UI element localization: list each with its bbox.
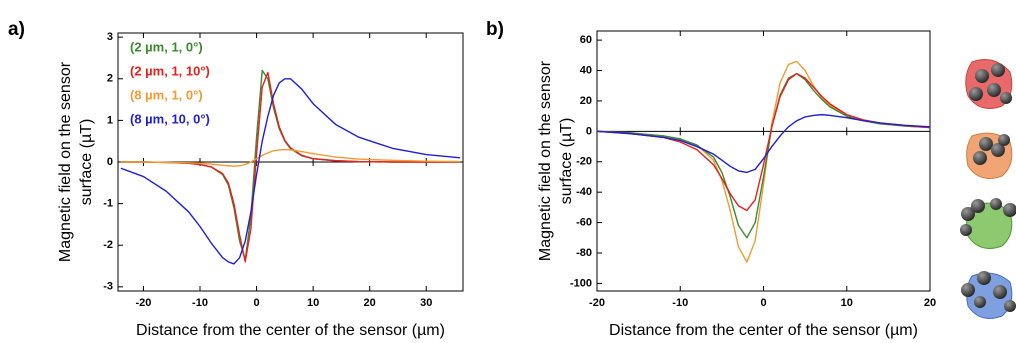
y-tick-label: 20 bbox=[580, 95, 592, 107]
x-axis-label: Distance from the center of the sensor (… bbox=[136, 322, 445, 339]
panel-label: a) bbox=[8, 19, 25, 40]
x-tick-label: -10 bbox=[192, 297, 208, 309]
particle-icons bbox=[960, 59, 1016, 319]
y-tick-label: -1 bbox=[103, 198, 113, 210]
x-tick-label: 0 bbox=[254, 297, 260, 309]
panel-label: b) bbox=[486, 19, 504, 40]
y-tick-label: 0 bbox=[586, 125, 592, 137]
particle-red bbox=[965, 59, 1013, 109]
particle-orange bbox=[966, 132, 1013, 179]
y-axis-label: Magnetic field on the sensor bbox=[57, 61, 74, 262]
x-tick-label: -10 bbox=[672, 297, 688, 309]
y-tick-label: 40 bbox=[580, 64, 592, 76]
y-tick-label: -20 bbox=[576, 156, 592, 168]
y-tick-label: 60 bbox=[580, 34, 592, 46]
legend-entry: (8 µm, 1, 0°) bbox=[130, 87, 203, 102]
x-tick-label: -20 bbox=[589, 297, 605, 309]
y-tick-label: 3 bbox=[107, 31, 113, 43]
x-tick-label: 20 bbox=[364, 297, 376, 309]
y-tick-label: 2 bbox=[107, 73, 113, 85]
y-axis-label: Magnetic field on the sensor bbox=[537, 60, 554, 261]
y-tick-label: 0 bbox=[107, 156, 113, 168]
legend-entry: (2 µm, 1, 0°) bbox=[130, 39, 203, 54]
y-axis-label: surface (µT) bbox=[78, 119, 95, 206]
series-line bbox=[596, 72, 931, 239]
series-line bbox=[120, 71, 461, 263]
legend-entry: (8 µm, 10, 0°) bbox=[130, 111, 210, 126]
y-tick-label: -80 bbox=[576, 247, 592, 259]
x-tick-label: 30 bbox=[420, 297, 432, 309]
x-tick-label: 20 bbox=[924, 297, 936, 309]
series-line bbox=[596, 113, 931, 174]
x-tick-label: 0 bbox=[760, 297, 766, 309]
particle-green bbox=[960, 198, 1016, 249]
series-line bbox=[120, 78, 461, 265]
legend-entry: (2 µm, 1, 10°) bbox=[130, 63, 210, 78]
y-tick-label: -2 bbox=[103, 239, 113, 251]
x-axis-label: Distance from the center of the sensor (… bbox=[609, 322, 918, 339]
y-tick-label: -3 bbox=[103, 281, 113, 293]
x-tick-label: 10 bbox=[841, 297, 853, 309]
y-tick-label: -100 bbox=[570, 277, 592, 289]
y-tick-label: 1 bbox=[107, 114, 113, 126]
y-tick-label: -60 bbox=[576, 216, 592, 228]
x-tick-label: 10 bbox=[307, 297, 319, 309]
y-axis-label: surface (µT) bbox=[558, 118, 575, 205]
series-line bbox=[596, 72, 931, 212]
y-tick-label: -40 bbox=[576, 186, 592, 198]
plot-frame bbox=[596, 30, 931, 292]
particle-blue bbox=[961, 271, 1016, 319]
x-tick-label: -20 bbox=[135, 297, 151, 309]
